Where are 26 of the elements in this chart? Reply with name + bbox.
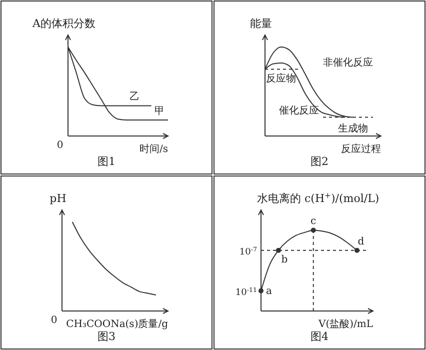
series-label: 甲: [154, 106, 165, 117]
y-tick-label: 10$^{-11}$: [235, 286, 257, 298]
text: 0: [56, 140, 64, 151]
text: 图1: [98, 155, 116, 168]
text: 图2: [310, 155, 328, 168]
ref-line-label: 生成物: [338, 122, 368, 134]
text: 图3: [98, 330, 116, 343]
annotation: a: [266, 286, 272, 297]
x-axis-title: CH₃COONa(s)质量/g: [66, 318, 169, 330]
y-axis-title: 水电离的 c(H$^{+}$)/(mol/L): [257, 190, 380, 205]
annotation: c: [310, 216, 317, 228]
series-label: 乙: [130, 92, 140, 103]
y-tick-label: 10$^{-7}$: [239, 246, 257, 258]
x-axis-title: 时间/s: [139, 143, 168, 155]
text: 图4: [310, 330, 328, 343]
y-axis-title: A的体积分数: [32, 17, 96, 30]
series-label: 催化反应: [279, 104, 319, 116]
x-axis-title: V(盐酸)/mL: [317, 318, 374, 330]
y-axis-title: 能量: [250, 17, 272, 30]
ref-line-label: 反应物: [266, 72, 296, 84]
annotation: b: [281, 254, 288, 266]
text: 0: [50, 315, 58, 326]
series-label: 非催化反应: [323, 56, 373, 69]
x-axis-title: 反应过程: [341, 143, 381, 155]
y-axis-title: pH: [50, 192, 66, 205]
annotation: d: [358, 236, 365, 248]
